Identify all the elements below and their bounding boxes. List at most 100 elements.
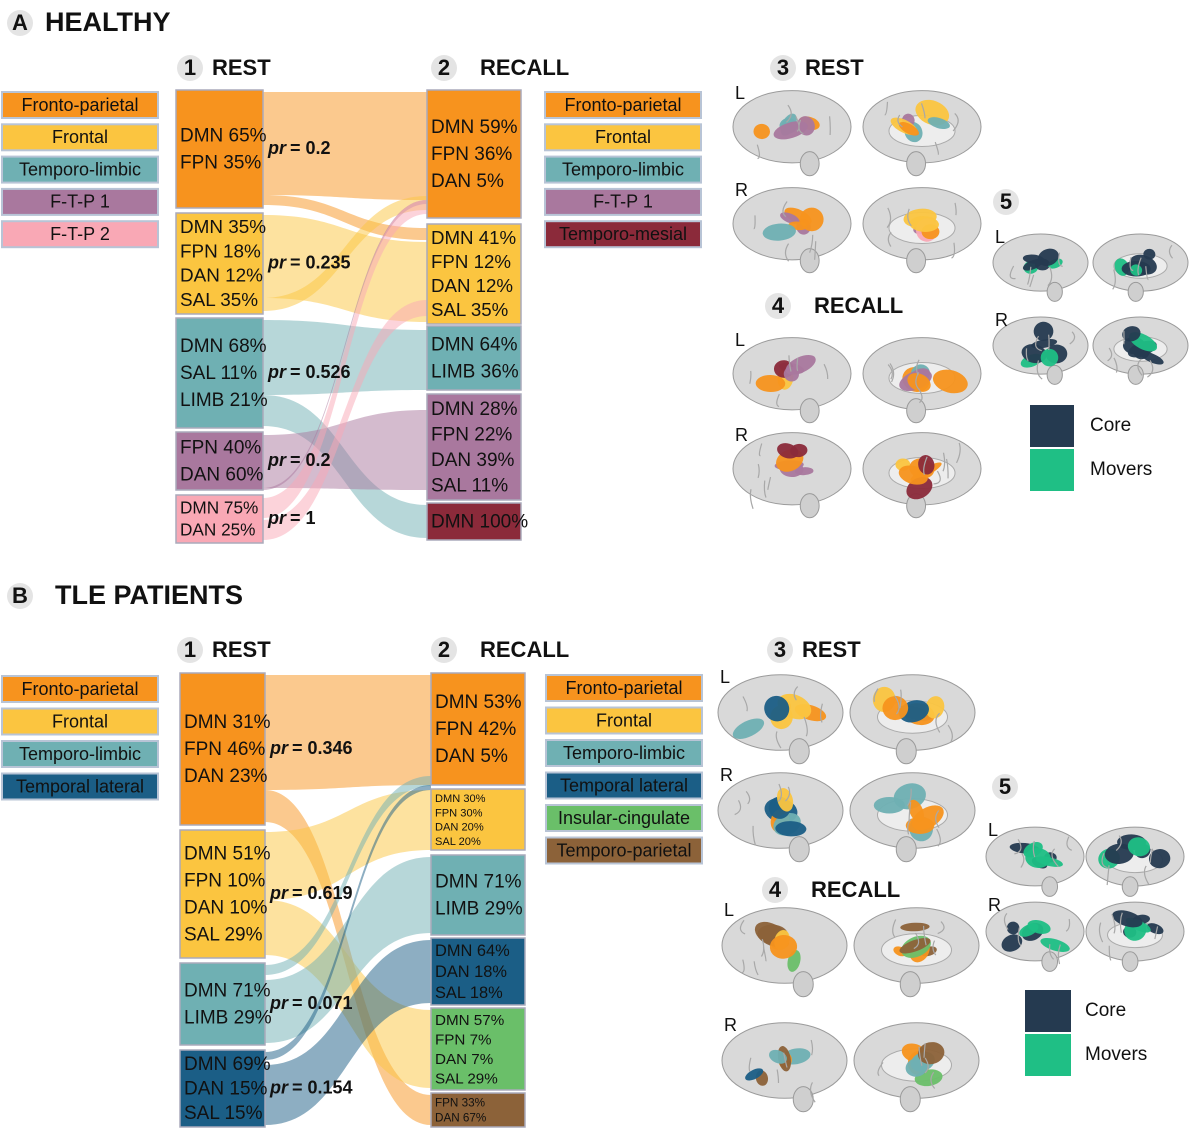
module-line: SAL 29% <box>435 1070 498 1087</box>
module-line: FPN 36% <box>431 144 512 165</box>
legend-label: Movers <box>1085 1044 1147 1065</box>
brain-sulcus <box>873 688 879 703</box>
brain-sulcus <box>753 961 759 976</box>
brain-sulcus <box>1069 331 1076 345</box>
brain-sulcus <box>924 1057 929 1074</box>
brain-region <box>1037 248 1059 266</box>
brain-sulcus <box>886 207 892 228</box>
brain-sulcus <box>753 215 756 230</box>
module-node <box>426 89 522 219</box>
brain-sulcus <box>899 689 902 709</box>
brain-sulcus <box>907 208 912 227</box>
brain-lateral <box>732 187 852 274</box>
module-line: DMN 71% <box>184 981 271 1002</box>
module-line: LIMB 36% <box>431 362 519 383</box>
module-line: SAL 35% <box>431 299 508 320</box>
hemisphere-label: R <box>724 1015 737 1035</box>
step-number: 5 <box>999 774 1011 799</box>
hemisphere-label: R <box>735 425 748 445</box>
brain-region <box>1001 934 1023 952</box>
legend-label: Frontal <box>595 127 651 147</box>
pr-symbol: pr <box>269 993 289 1013</box>
pr-value: = 1 <box>290 508 316 528</box>
brain-sulcus <box>906 788 912 806</box>
brain-stem <box>788 836 810 863</box>
brain-sulcus <box>1101 853 1108 869</box>
panel-badge <box>7 10 33 36</box>
brain-region <box>1146 923 1164 935</box>
brain-sulcus <box>952 112 959 132</box>
brain-sulcus <box>923 1042 926 1058</box>
brain-sulcus <box>756 144 761 160</box>
module-line: DAN 67% <box>435 1112 486 1125</box>
module-line: DMN 68% <box>180 336 267 357</box>
brain-medial <box>853 907 980 998</box>
brain-sulcus <box>752 825 757 846</box>
legend-swatch <box>1 220 159 249</box>
brain-sulcus <box>932 940 937 956</box>
brain-sulcus <box>1108 945 1112 961</box>
brain-stem <box>1046 281 1063 302</box>
brain-region <box>911 805 944 831</box>
module-line: LIMB 21% <box>180 390 268 411</box>
brain-sulcus <box>1032 840 1036 858</box>
step-badge <box>177 637 203 663</box>
legend-swatch <box>544 220 702 249</box>
module-node <box>430 854 526 936</box>
legend-swatch <box>1 187 159 216</box>
step-number: 3 <box>777 55 789 80</box>
brain-region <box>898 121 919 136</box>
brain-region <box>932 369 968 394</box>
brain-sulcus <box>785 786 791 802</box>
brain-region <box>1140 351 1164 365</box>
legend-label: Fronto-parietal <box>565 678 682 698</box>
legend-swatch <box>545 804 703 832</box>
module-node <box>426 502 522 541</box>
module-line: DMN 31% <box>184 712 271 733</box>
step-title: RECALL <box>814 293 903 318</box>
module-line: DMN 51% <box>184 844 271 865</box>
brain-sulcus <box>1049 944 1055 960</box>
legend-label: Core <box>1085 1000 1126 1021</box>
step-number: 4 <box>769 877 782 902</box>
module-node <box>430 1007 526 1091</box>
module-line: SAL 18% <box>435 984 503 1002</box>
brain-lateral <box>721 1022 848 1113</box>
brain-region <box>905 1058 928 1077</box>
brain-sulcus <box>1003 912 1009 930</box>
flow <box>265 675 431 770</box>
legend-swatch <box>544 91 702 119</box>
module-line: DMN 71% <box>435 872 522 893</box>
pr-symbol: pr <box>267 362 287 382</box>
brain-sulcus <box>1057 944 1061 965</box>
brain-sulcus <box>945 458 949 479</box>
brain-sulcus <box>907 818 912 835</box>
legend-swatch <box>545 706 703 735</box>
brain-sulcus <box>809 234 814 253</box>
module-node <box>179 1049 266 1128</box>
brain-stem <box>899 971 921 998</box>
brain-lateral <box>717 772 844 863</box>
brain-sulcus <box>1065 918 1071 932</box>
brain-sulcus <box>739 919 746 935</box>
brain-sulcus <box>1027 266 1032 285</box>
legend-label: Temporo-limbic <box>19 159 141 179</box>
pr-symbol: pr <box>267 450 287 470</box>
pr-value: = 0.2 <box>290 450 331 470</box>
flow <box>263 185 427 200</box>
flow <box>265 857 431 1043</box>
brain-region <box>918 455 935 475</box>
brain-sulcus <box>829 116 831 136</box>
brain-medial <box>1092 316 1189 385</box>
brain-sulcus <box>1107 347 1113 362</box>
brain-sulcus <box>809 1082 816 1103</box>
brain-sulcus <box>776 393 780 408</box>
legend-swatch <box>544 155 702 184</box>
brain-sulcus <box>947 724 953 743</box>
brain-region <box>1040 937 1070 952</box>
brain-sulcus <box>1168 244 1174 259</box>
panel-badge <box>7 583 33 609</box>
brain-stem <box>906 151 927 177</box>
brain-stem <box>1121 876 1139 897</box>
module-line: SAL 11% <box>180 363 257 384</box>
